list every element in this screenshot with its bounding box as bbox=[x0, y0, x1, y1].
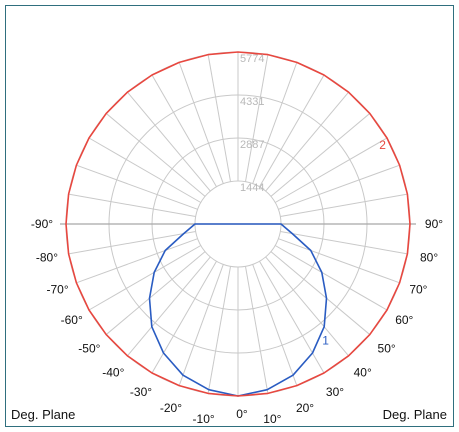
series-layer bbox=[65, 51, 411, 397]
grid-spoke bbox=[127, 91, 211, 192]
grid-spoke bbox=[278, 238, 400, 284]
angle-label-left: -20° bbox=[160, 401, 182, 415]
angle-label-right: 90° bbox=[425, 217, 443, 231]
grid-spoke bbox=[178, 264, 224, 386]
grid-spoke bbox=[151, 260, 217, 374]
grid-spoke bbox=[274, 137, 388, 203]
radial-tick-label: 1444 bbox=[240, 182, 264, 194]
grid-spoke bbox=[244, 266, 269, 394]
angle-label-left: -40° bbox=[102, 366, 124, 380]
angle-label-right: 30° bbox=[326, 385, 344, 399]
radial-tick-label: 2887 bbox=[240, 139, 264, 151]
polar-chart: 1444 2887 4331 5774 1 2 90° -90° 80° -80° 70° -70° 6… bbox=[31, 51, 443, 426]
radial-tick-label: 5774 bbox=[240, 53, 264, 65]
grid-spoke bbox=[252, 62, 298, 184]
angle-label-right: 40° bbox=[354, 366, 372, 380]
grid-spoke bbox=[76, 164, 198, 210]
grid-spoke bbox=[76, 238, 198, 284]
angle-label-left: -30° bbox=[130, 385, 152, 399]
grid-spoke bbox=[259, 74, 325, 188]
angle-label-left: -50° bbox=[78, 342, 100, 356]
grid-spoke bbox=[252, 264, 298, 386]
grid-spoke bbox=[280, 230, 408, 255]
footer-left-label: Deg. Plane bbox=[11, 407, 76, 422]
angle-label-left: -70° bbox=[47, 283, 69, 297]
grid-spoke bbox=[278, 164, 400, 210]
angle-label-center: 0° bbox=[236, 407, 248, 421]
grid-spoke bbox=[68, 230, 196, 255]
angle-label-left: -90° bbox=[31, 217, 53, 231]
angle-label-left: -10° bbox=[193, 412, 215, 426]
angle-label-left: -80° bbox=[36, 251, 58, 265]
angle-label-left: -60° bbox=[61, 313, 83, 327]
grid-spoke bbox=[270, 113, 371, 197]
label-layer: 1444 2887 4331 5774 1 2 90° -90° 80° -80° 70° -70° 6… bbox=[31, 53, 443, 426]
angle-label-right: 60° bbox=[395, 313, 413, 327]
grid-spoke bbox=[265, 256, 349, 357]
angle-label-right: 50° bbox=[378, 342, 396, 356]
grid-spoke bbox=[274, 245, 388, 311]
series-label-1: 1 bbox=[322, 333, 329, 347]
grid-spoke bbox=[88, 137, 202, 203]
angle-label-right: 70° bbox=[409, 283, 427, 297]
chart-frame: 1444 2887 4331 5774 1 2 90° -90° 80° -80° 70° -70° 6… bbox=[5, 5, 454, 427]
series-curve-2 bbox=[65, 51, 411, 397]
angle-label-right: 10° bbox=[263, 412, 281, 426]
series-label-2: 2 bbox=[379, 138, 386, 152]
grid-spoke bbox=[88, 245, 202, 311]
grid-spoke bbox=[207, 266, 232, 394]
grid-spoke bbox=[270, 251, 371, 335]
angle-label-right: 80° bbox=[420, 251, 438, 265]
grid-spoke bbox=[207, 54, 232, 182]
grid-spoke bbox=[105, 251, 206, 335]
grid-spoke bbox=[265, 91, 349, 192]
grid-spoke bbox=[280, 193, 408, 218]
grid-spoke bbox=[178, 62, 224, 184]
grid-spoke bbox=[68, 193, 196, 218]
series-curve-1 bbox=[148, 223, 328, 397]
grid-spoke bbox=[127, 256, 211, 357]
angle-label-right: 20° bbox=[296, 401, 314, 415]
grid-spoke bbox=[259, 260, 325, 374]
grid-spoke bbox=[105, 113, 206, 197]
footer-right-label: Deg. Plane bbox=[382, 407, 447, 422]
grid-spoke bbox=[244, 54, 269, 182]
radial-tick-label: 4331 bbox=[240, 96, 264, 108]
grid-spoke bbox=[151, 74, 217, 188]
